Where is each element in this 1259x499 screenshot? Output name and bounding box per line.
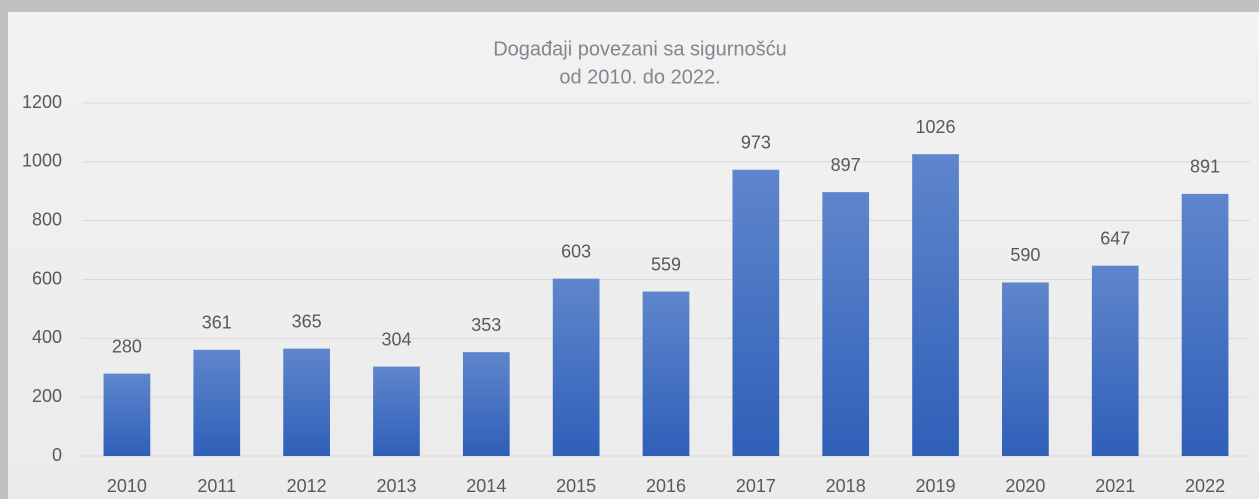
data-label: 1026	[916, 117, 956, 137]
chart-subtitle: od 2010. do 2022.	[559, 66, 720, 88]
x-tick-label: 2015	[556, 476, 596, 496]
x-tick-label: 2020	[1005, 476, 1045, 496]
data-label: 973	[741, 133, 771, 153]
x-tick-label: 2017	[736, 476, 776, 496]
bar	[732, 169, 780, 457]
bar	[1002, 282, 1049, 456]
x-tick-label: 2011	[197, 476, 236, 496]
y-tick-label: 400	[32, 327, 62, 347]
bar	[912, 154, 959, 456]
y-tick-label: 1200	[22, 92, 62, 112]
x-tick-label: 2010	[107, 476, 147, 496]
bar	[373, 366, 420, 456]
x-tick-label: 2018	[826, 476, 866, 496]
bar	[283, 348, 330, 456]
bar	[552, 278, 600, 456]
data-label: 304	[381, 329, 411, 349]
bar	[103, 373, 151, 456]
data-label: 647	[1100, 228, 1130, 248]
bar	[193, 349, 241, 456]
data-label: 603	[561, 241, 591, 261]
bar	[1091, 265, 1139, 456]
data-label: 559	[651, 254, 681, 274]
data-label: 590	[1010, 245, 1040, 265]
bar	[1181, 193, 1229, 456]
chart-title: Događaji povezani sa sigurnošću	[493, 38, 787, 60]
x-tick-label: 2013	[376, 476, 416, 496]
x-tick-label: 2014	[466, 476, 506, 496]
y-tick-label: 200	[32, 386, 62, 406]
data-label: 365	[292, 311, 322, 331]
bar	[462, 352, 510, 456]
y-tick-label: 0	[52, 445, 62, 465]
bar	[822, 192, 870, 456]
y-tick-label: 1000	[22, 151, 62, 171]
x-tick-label: 2016	[646, 476, 686, 496]
x-tick-label: 2012	[287, 476, 327, 496]
x-tick-label: 2022	[1185, 476, 1225, 496]
bar	[642, 291, 690, 456]
data-label: 280	[112, 336, 142, 356]
y-tick-label: 600	[32, 268, 62, 288]
x-tick-label: 2021	[1095, 476, 1135, 496]
y-tick-label: 800	[32, 209, 62, 229]
data-label: 353	[471, 315, 501, 335]
data-label: 361	[202, 313, 232, 333]
data-label: 891	[1190, 157, 1220, 177]
x-tick-label: 2019	[916, 476, 956, 496]
data-label: 897	[831, 155, 861, 175]
